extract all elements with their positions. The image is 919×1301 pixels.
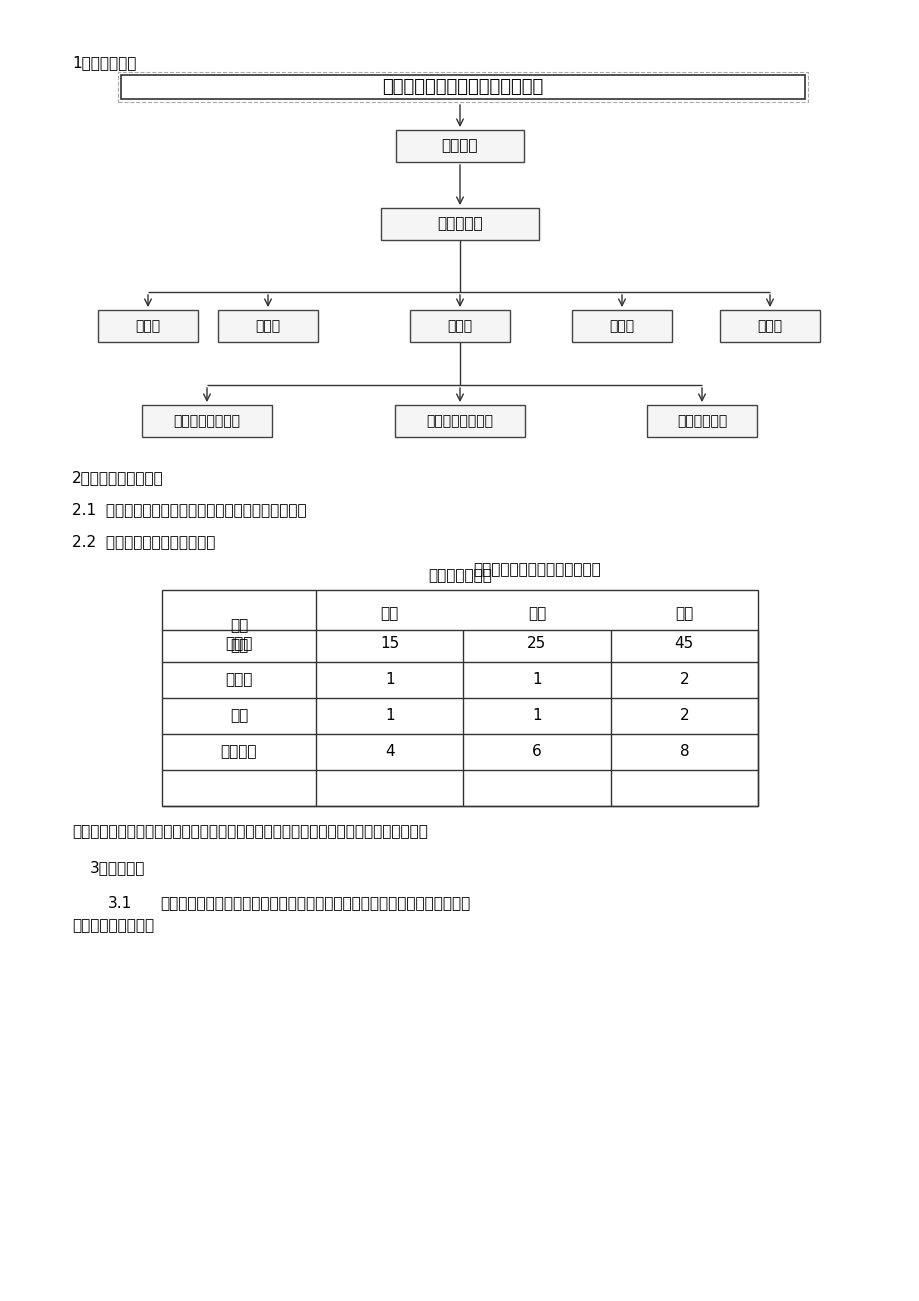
Text: 2、人力资源安排计划: 2、人力资源安排计划 xyxy=(72,470,164,485)
Text: 高峰: 高峰 xyxy=(675,606,693,622)
Text: 防腐工: 防腐工 xyxy=(225,636,253,652)
Text: 2.1  项目经理部主要管理人员配备计划：见涂饰架子队: 2.1 项目经理部主要管理人员配备计划：见涂饰架子队 xyxy=(72,502,306,516)
Text: 1: 1 xyxy=(384,709,394,723)
Bar xyxy=(98,310,198,342)
Text: 15: 15 xyxy=(380,636,399,652)
Text: 技术负责人: 技术负责人 xyxy=(437,216,482,232)
Text: 1: 1 xyxy=(531,673,541,687)
Text: 按工程施工阶段投入劳动力情况: 按工程施工阶段投入劳动力情况 xyxy=(472,562,600,578)
Bar xyxy=(720,310,819,342)
Text: 实验员: 实验员 xyxy=(608,319,634,333)
Text: 料不能超过质保期。: 料不能超过质保期。 xyxy=(72,919,154,933)
Text: 质检员: 质检员 xyxy=(135,319,161,333)
Text: 25: 25 xyxy=(527,636,546,652)
Bar xyxy=(394,405,525,437)
Text: 其他作业班组: 其他作业班组 xyxy=(676,414,726,428)
Text: 2: 2 xyxy=(679,709,688,723)
Text: 2: 2 xyxy=(679,673,688,687)
Text: 平均: 平均 xyxy=(528,606,546,622)
Text: 1: 1 xyxy=(531,709,541,723)
Text: 安全员: 安全员 xyxy=(255,319,280,333)
Text: 2.2  劳动力安排计划：见下表。: 2.2 劳动力安排计划：见下表。 xyxy=(72,533,215,549)
Text: 3、材料准备: 3、材料准备 xyxy=(90,860,145,876)
Text: 涂料涂装作业班组: 涂料涂装作业班组 xyxy=(426,414,493,428)
Text: 材料员: 材料员 xyxy=(756,319,782,333)
Text: 6: 6 xyxy=(531,744,541,760)
Bar xyxy=(121,75,804,99)
Text: 3.1: 3.1 xyxy=(108,896,132,911)
Text: 表面处理作业班组: 表面处理作业班组 xyxy=(174,414,240,428)
Bar xyxy=(572,310,671,342)
Bar xyxy=(162,589,757,807)
Bar xyxy=(380,208,539,239)
Bar xyxy=(410,310,509,342)
Text: 工种: 工种 xyxy=(230,639,248,653)
Text: 机械工: 机械工 xyxy=(225,673,253,687)
Text: 45: 45 xyxy=(674,636,693,652)
Text: 说明：以上各工种施工人员均按项目经理部的安排，按施工进度要求分期批组组织进场。: 说明：以上各工种施工人员均按项目经理部的安排，按施工进度要求分期批组组织进场。 xyxy=(72,824,427,839)
Bar xyxy=(646,405,756,437)
Text: 1、涂饰架子队: 1、涂饰架子队 xyxy=(72,55,136,70)
Text: 4: 4 xyxy=(384,744,394,760)
Text: 8: 8 xyxy=(679,744,688,760)
Bar xyxy=(218,310,318,342)
Text: 管理人员: 管理人员 xyxy=(221,744,257,760)
Text: 劳动力安排计划: 劳动力安排计划 xyxy=(427,569,492,583)
Text: 所有主材须有产品合格证、质量检验报告及产品说明书等书面证明文件，且材: 所有主材须有产品合格证、质量检验报告及产品说明书等书面证明文件，且材 xyxy=(160,896,470,911)
Text: 项目经理: 项目经理 xyxy=(441,138,478,154)
Text: 低峰: 低峰 xyxy=(380,606,398,622)
Text: 电工: 电工 xyxy=(230,709,248,723)
Bar xyxy=(395,130,524,163)
Text: 工种: 工种 xyxy=(230,618,248,634)
Text: 技术员: 技术员 xyxy=(447,319,472,333)
Bar xyxy=(118,72,807,101)
Text: 郑徐客运专线永城北站涂饰架子队: 郑徐客运专线永城北站涂饰架子队 xyxy=(382,78,543,96)
Bar xyxy=(142,405,272,437)
Text: 1: 1 xyxy=(384,673,394,687)
